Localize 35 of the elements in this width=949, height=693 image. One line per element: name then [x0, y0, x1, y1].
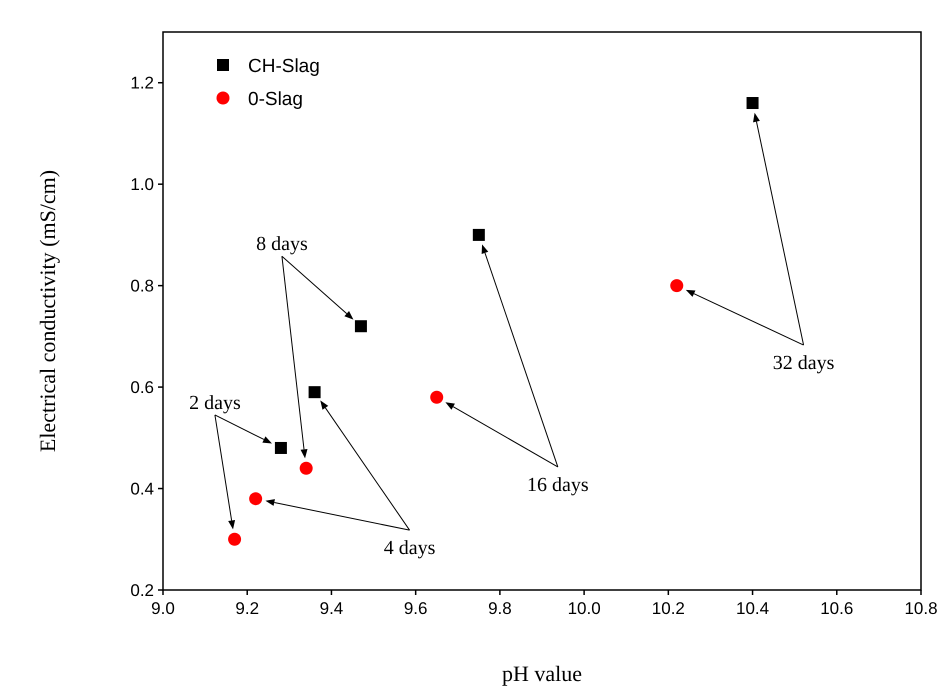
x-tick-label: 10.0 [568, 599, 601, 618]
annotation: 32 days [772, 352, 835, 374]
legend-label: CH-Slag [248, 56, 320, 77]
x-tick-label: 10.2 [652, 599, 685, 618]
point [274, 442, 287, 454]
point [472, 228, 485, 241]
y-tick-label: 1.0 [130, 175, 154, 194]
point [308, 386, 321, 398]
x-tick-label: 9.6 [404, 599, 428, 618]
legend-label: 0-Slag [248, 89, 303, 110]
y-tick-label: 0.8 [130, 276, 154, 296]
x-tick-label: 9.0 [151, 599, 175, 618]
annotation: 16 days [526, 474, 589, 496]
point [228, 532, 242, 546]
annotation: 2 days [189, 392, 241, 414]
point [746, 97, 759, 110]
annotation: 8 days [256, 233, 308, 256]
x-tick-label: 9.8 [488, 599, 512, 618]
point [354, 320, 367, 332]
y-tick-label: 0.2 [130, 581, 154, 600]
y-tick-label: 0.6 [130, 378, 154, 398]
x-axis-title: pH value [502, 661, 582, 686]
y-tick-label: 1.2 [130, 74, 154, 93]
x-tick-label: 10.6 [820, 599, 854, 618]
x-tick-label: 9.2 [235, 599, 260, 618]
annotation: 4 days [384, 537, 436, 560]
y-tick-label: 0.4 [130, 480, 154, 499]
x-tick-label: 10.4 [736, 599, 770, 618]
point [249, 492, 262, 506]
y-axis-title: Electrical conductivity (mS/cm) [35, 170, 60, 452]
x-tick-label: 10.8 [904, 599, 938, 618]
point [300, 462, 313, 475]
point [670, 279, 684, 292]
point [430, 390, 444, 404]
x-tick-label: 9.4 [320, 599, 344, 618]
